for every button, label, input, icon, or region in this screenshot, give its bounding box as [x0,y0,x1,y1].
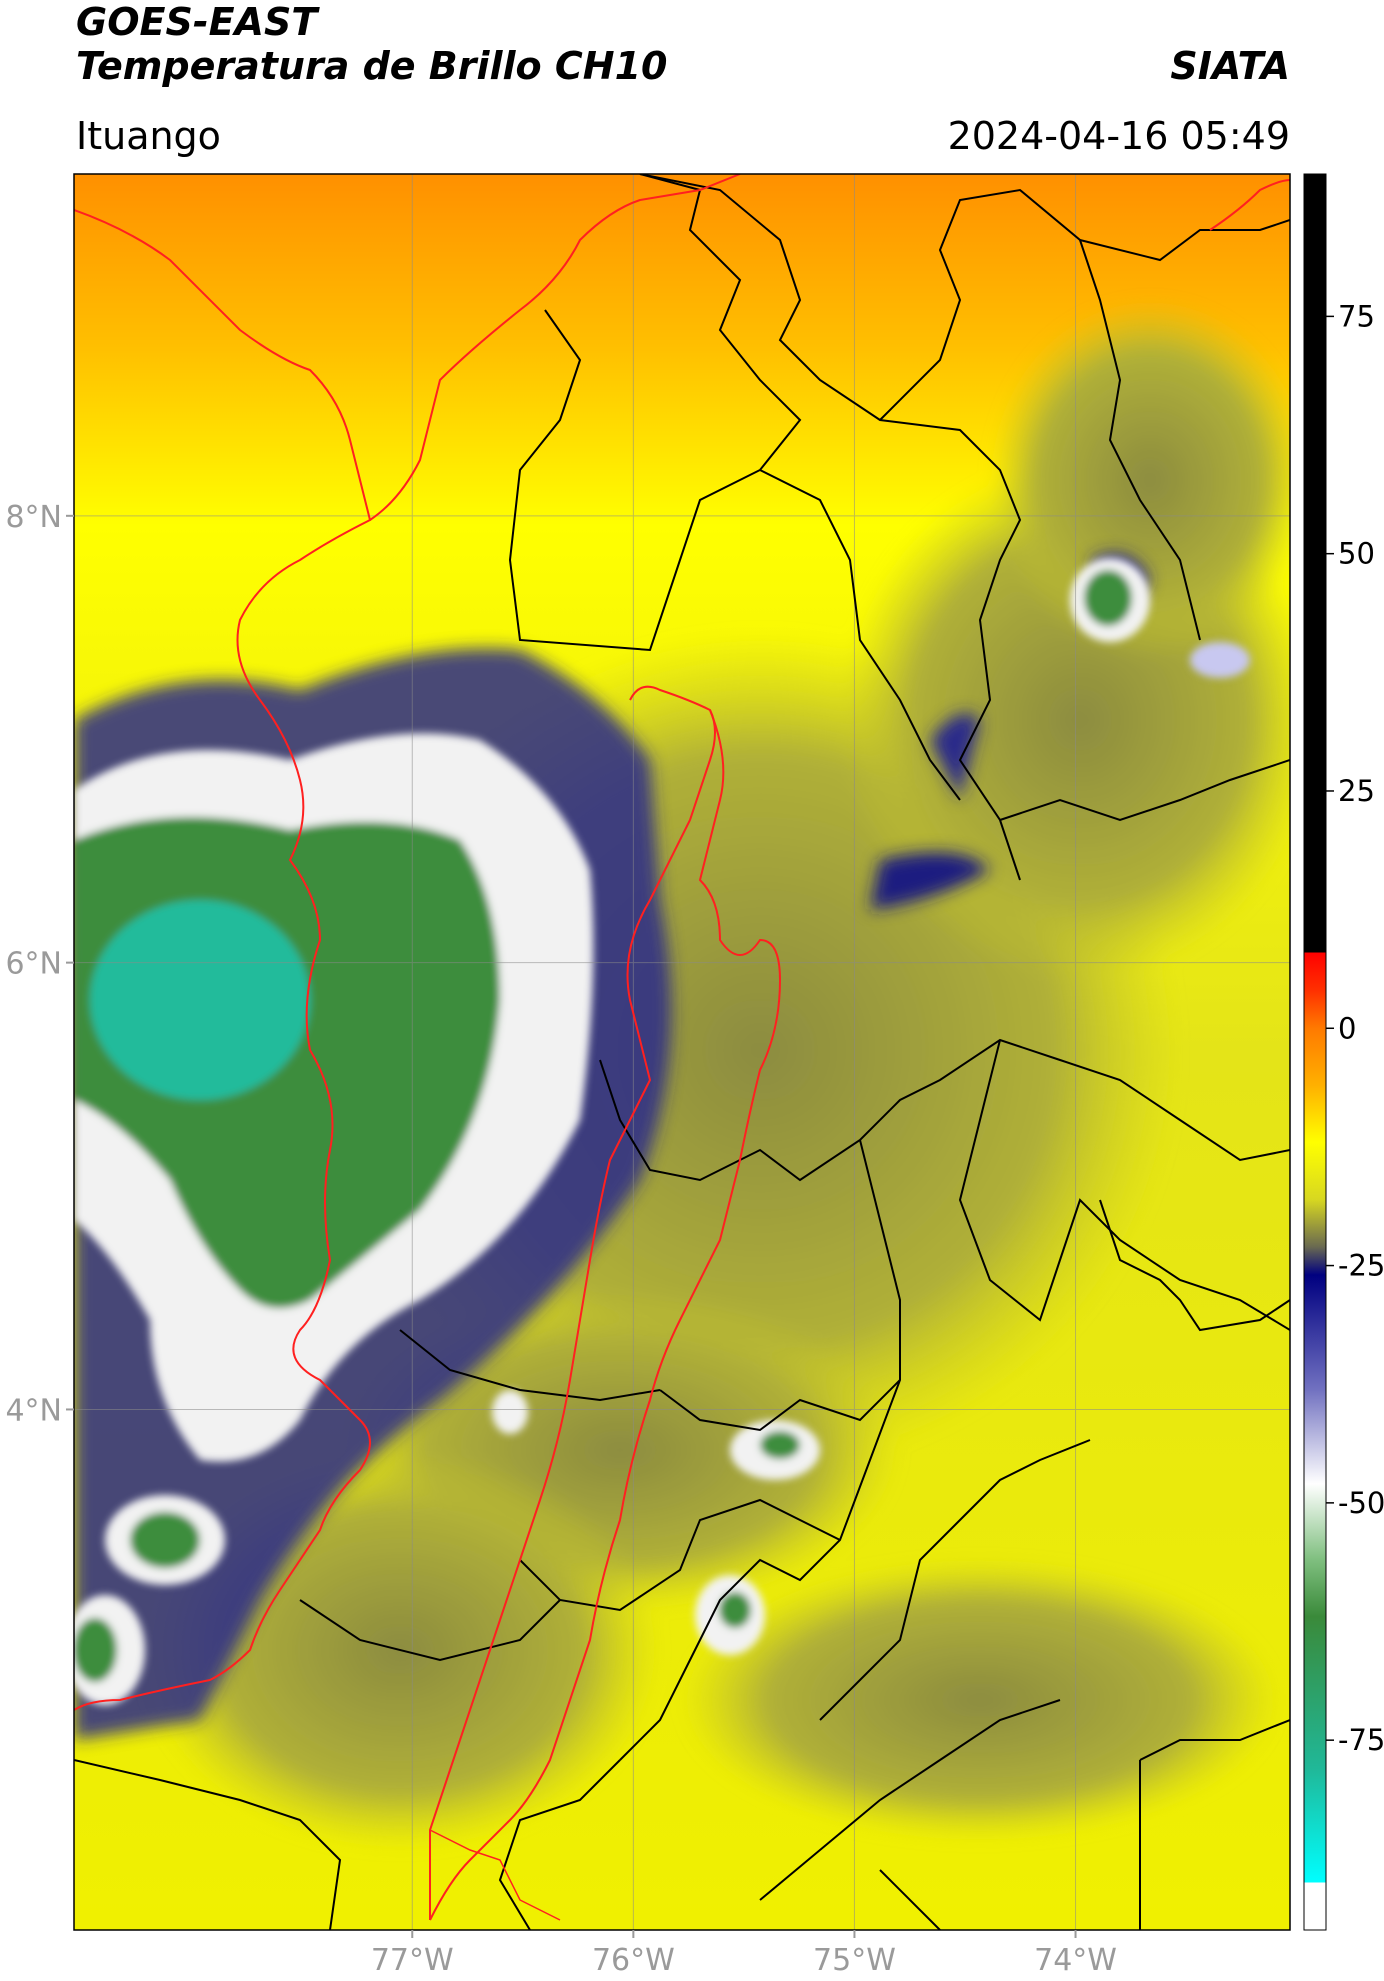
map-border [73,173,1291,1931]
hq-outline [429,1829,561,1921]
colorbar-tick-label: 75 [1338,299,1375,333]
colorbar-tick-label: 25 [1338,774,1375,808]
channel-title: Temperatura de Brillo CH10 [76,44,668,88]
lat-tick-label: 4°N [5,1393,62,1428]
grid-lines [74,174,1290,1930]
colorbar-tick-label: -25 [1338,1249,1384,1283]
longitude-tick-labels: 77°W 76°W 75°W 74°W [371,1930,1117,1978]
colorbar-tick-label: -75 [1338,1723,1384,1757]
product-title: GOES-EAST [76,0,318,44]
colorbar-tick-label: -50 [1338,1486,1384,1520]
colorbar-tick-label: 50 [1338,537,1375,571]
lon-tick-label: 77°W [371,1943,454,1978]
country-borders [74,174,1290,1921]
lon-tick-label: 74°W [1034,1943,1117,1978]
admin-borders [74,174,1290,1930]
latitude-tick-labels: 8°N 6°N 4°N [5,500,74,1428]
brand-label: SIATA [1170,44,1290,88]
timestamp-label: 2024-04-16 05:49 [947,114,1290,158]
lat-tick-label: 6°N [5,947,62,982]
colorbar-tick-label: 0 [1338,1011,1356,1045]
lat-tick-label: 8°N [5,500,62,535]
map-frame [74,174,1290,1930]
colorbar: 75 50 25 0 -25 -50 -75 [1303,173,1384,1931]
location-label: Ituango [76,114,221,158]
colorbar-tick-labels: 75 50 25 0 -25 -50 -75 [1326,299,1384,1757]
colorbar-bar [1303,173,1327,1931]
lon-tick-label: 76°W [592,1943,675,1978]
cold-cloud-shield [74,558,1250,1705]
lon-tick-label: 75°W [813,1943,896,1978]
